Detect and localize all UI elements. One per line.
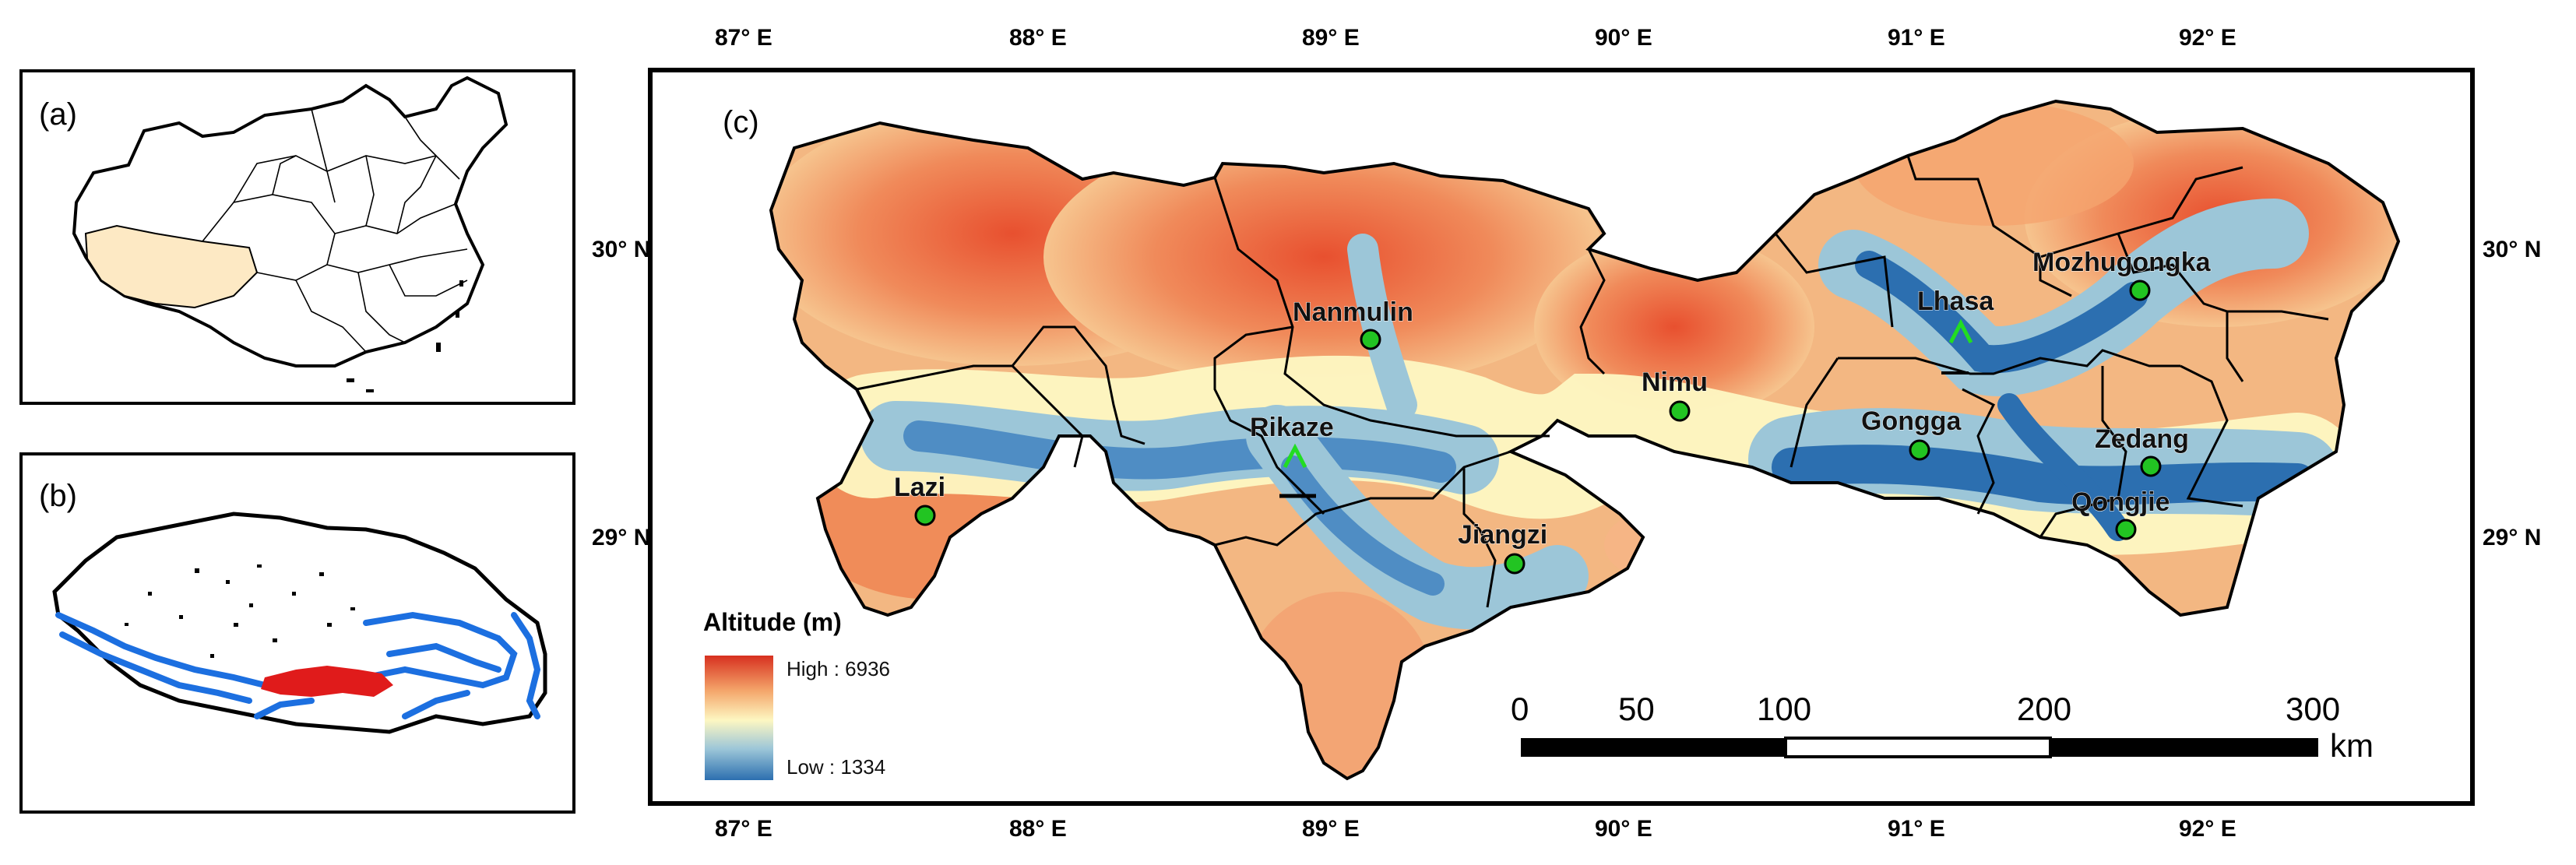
- city-marker-lhasa: [1948, 318, 1973, 344]
- scale-tick-300: 300: [2286, 691, 2340, 727]
- longitude-labels-bottom: 87° E 88° E 89° E 90° E 91° E 92° E: [715, 816, 2236, 842]
- lon-label-bottom-87: 87° E: [715, 816, 772, 842]
- place-label-rikaze: Rikaze: [1250, 413, 1334, 442]
- latitude-labels: 30° N 29° N 30° N 29° N: [592, 237, 2541, 550]
- lon-label-top-89: 89° E: [1302, 25, 1360, 51]
- scale-unit: km: [2330, 727, 2374, 764]
- lon-label-bottom-89: 89° E: [1302, 816, 1360, 842]
- place-labels: Nanmulin Lazi Rikaze Jiangzi Nimu Lhasa …: [894, 248, 2212, 550]
- station-marker-mozhugongka: [2129, 280, 2151, 301]
- place-label-zedang: Zedang: [2095, 424, 2189, 454]
- legend-title: Altitude (m): [703, 608, 842, 636]
- legend-low-label: Low : 1334: [787, 755, 885, 779]
- place-label-qongjie: Qongjie: [2071, 487, 2170, 517]
- altitude-legend: Altitude (m) High : 6936 Low : 1334: [703, 608, 890, 780]
- study-area-highlight: [261, 666, 393, 697]
- scale-tick-200: 200: [2017, 691, 2071, 727]
- scale-segment-200-300: [2050, 738, 2318, 757]
- lat-label-right-30: 30° N: [2483, 237, 2541, 262]
- legend-high-label: High : 6936: [787, 657, 890, 680]
- place-label-gongga: Gongga: [1861, 406, 1962, 436]
- place-markers: [914, 280, 2162, 575]
- lon-label-top-92: 92° E: [2179, 25, 2236, 51]
- place-label-lhasa: Lhasa: [1917, 287, 1994, 316]
- station-marker-jiangzi: [1504, 553, 1526, 575]
- station-marker-gongga: [1909, 439, 1930, 461]
- tibet-region: [84, 224, 259, 309]
- place-label-lazi: Lazi: [894, 473, 945, 502]
- lon-label-bottom-92: 92° E: [2179, 816, 2236, 842]
- station-marker-zedang: [2140, 455, 2162, 477]
- scale-bar: 0 50 100 200 300 km: [1511, 691, 2374, 764]
- panel-a-label: (a): [39, 97, 77, 132]
- county-borders: [856, 155, 2329, 608]
- place-label-jiangzi: Jiangzi: [1458, 520, 1547, 550]
- longitude-labels-top: 87° E 88° E 89° E 90° E 91° E 92° E: [715, 25, 2236, 51]
- place-label-nanmulin: Nanmulin: [1293, 297, 1413, 327]
- station-marker-lazi: [914, 505, 936, 526]
- study-area-outline: [769, 99, 2401, 781]
- rivers: [55, 611, 541, 719]
- panel-c-study-area: Nanmulin Lazi Rikaze Jiangzi Nimu Lhasa …: [648, 68, 2475, 806]
- lon-label-top-87: 87° E: [715, 25, 772, 51]
- lat-label-left-29: 29° N: [592, 525, 650, 550]
- panel-b-label: (b): [39, 479, 77, 513]
- lon-label-top-91: 91° E: [1888, 25, 1945, 51]
- lat-label-right-29: 29° N: [2483, 525, 2541, 550]
- panel-a-china-map: (a): [19, 69, 575, 405]
- scale-tick-0: 0: [1511, 691, 1529, 727]
- lat-label-left-30: 30° N: [592, 237, 650, 262]
- lon-label-top-90: 90° E: [1595, 25, 1652, 51]
- station-marker-qongjie: [2115, 519, 2137, 540]
- tibet-outline: [52, 512, 547, 734]
- legend-color-ramp: [705, 656, 773, 780]
- scale-tick-100: 100: [1757, 691, 1811, 727]
- scale-segment-0-100: [1521, 738, 1786, 757]
- lon-label-bottom-91: 91° E: [1888, 816, 1945, 842]
- place-label-mozhugongka: Mozhugongka: [2032, 248, 2212, 277]
- lakes: [125, 564, 355, 658]
- lon-label-bottom-88: 88° E: [1009, 816, 1067, 842]
- station-marker-nimu: [1669, 400, 1691, 422]
- lon-label-top-88: 88° E: [1009, 25, 1067, 51]
- lon-label-bottom-90: 90° E: [1595, 816, 1652, 842]
- city-marker-rikaze: [1283, 443, 1307, 469]
- station-marker-nanmulin: [1360, 329, 1381, 350]
- islands: [347, 280, 463, 392]
- panel-b-tibet-map: (b): [19, 452, 575, 814]
- panel-c-label: (c): [723, 105, 759, 139]
- scale-tick-50: 50: [1618, 691, 1655, 727]
- province-borders: [202, 108, 468, 353]
- scale-segment-100-200: [1784, 737, 2052, 758]
- place-label-nimu: Nimu: [1642, 367, 1708, 397]
